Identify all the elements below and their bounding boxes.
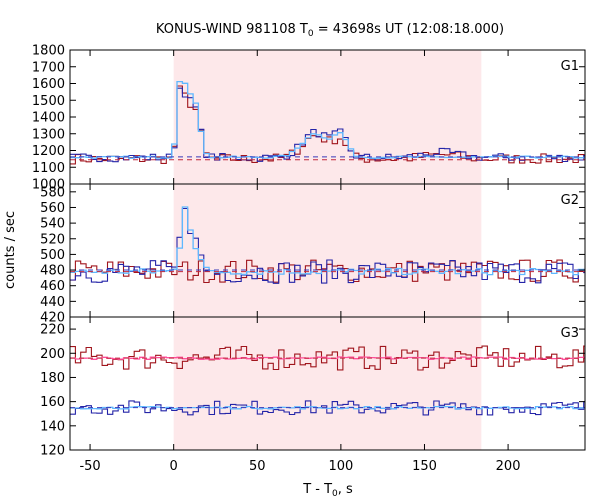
x-tick-label: 200 — [496, 459, 521, 474]
panel-label-g1: G1 — [561, 59, 579, 74]
y-tick-label: 1000 — [32, 178, 65, 193]
y-tick-label: 140 — [40, 419, 65, 434]
series-dark-red-0 — [70, 345, 585, 371]
y-tick-label: 480 — [40, 264, 65, 279]
series-group — [70, 345, 585, 416]
y-tick-label: 500 — [40, 248, 65, 263]
y-tick-label: 520 — [40, 232, 65, 247]
y-tick-label: 1700 — [32, 60, 65, 75]
x-tick-label: -50 — [79, 459, 100, 474]
shaded-interval — [173, 317, 482, 450]
series-dark-blue-1 — [70, 207, 585, 284]
panel-label-g3: G3 — [561, 326, 579, 341]
y-tick-label: 120 — [40, 444, 65, 459]
panels: 100011001200130014001500160017001800G142… — [32, 44, 586, 474]
panel-label-g2: G2 — [561, 193, 579, 208]
x-tick-label: 50 — [249, 459, 266, 474]
shaded-interval — [173, 50, 482, 184]
x-tick-label: 100 — [328, 459, 353, 474]
y-tick-label: 1600 — [32, 77, 65, 92]
x-tick-label: 0 — [170, 459, 178, 474]
series-dark-red-0 — [70, 259, 585, 284]
series-group — [70, 206, 585, 284]
y-tick-label: 420 — [40, 311, 65, 326]
panel-g3: 120 140 160 180 200 220 G3 — [40, 316, 586, 459]
x-axis-label: T - T0, s — [302, 482, 353, 499]
y-tick-label: 1500 — [32, 94, 65, 109]
panel-frame — [69, 316, 586, 451]
y-tick-label: 200 — [40, 347, 65, 362]
x-tick-label: 150 — [412, 459, 437, 474]
y-tick-label: 1800 — [32, 44, 65, 59]
y-tick-label: 180 — [40, 371, 65, 386]
y-tick-label: 560 — [40, 201, 65, 216]
y-tick-label: 460 — [40, 279, 65, 294]
chart-title: KONUS-WIND 981108 T0 = 43698s UT (12:08:… — [156, 22, 504, 39]
y-tick-label: 1400 — [32, 111, 65, 126]
y-tick-label: 160 — [40, 395, 65, 410]
y-tick-label: 1200 — [32, 144, 65, 159]
y-axis-label: counts / sec — [3, 211, 18, 289]
series-light-blue-2 — [70, 80, 585, 159]
y-tick-label: 220 — [40, 323, 65, 338]
shaded-interval — [173, 184, 482, 317]
series-group — [70, 80, 585, 165]
y-tick-label: 440 — [40, 295, 65, 310]
y-tick-label: 1100 — [32, 161, 65, 176]
y-tick-label: 1300 — [32, 127, 65, 142]
y-tick-label: 540 — [40, 217, 65, 232]
y-tick-label: 580 — [40, 185, 65, 200]
